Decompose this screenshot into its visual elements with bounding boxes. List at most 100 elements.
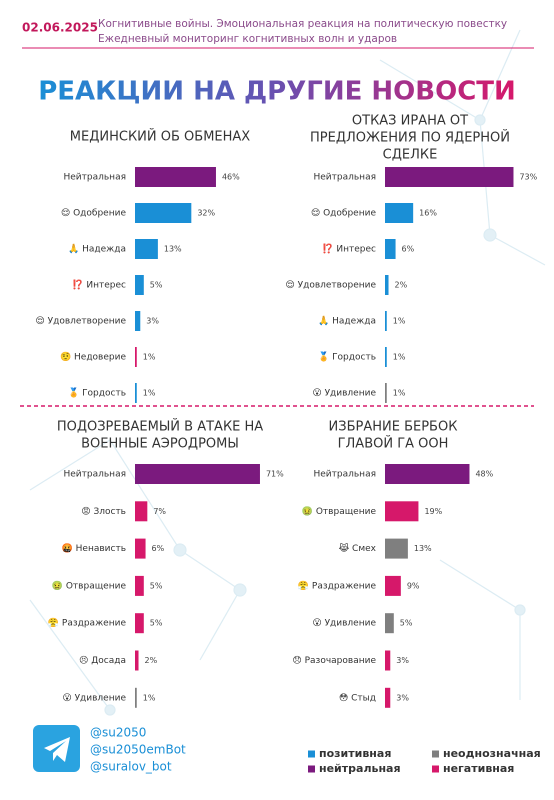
bar xyxy=(135,687,137,708)
legend-label: позитивная xyxy=(319,747,391,760)
telegram-icon xyxy=(33,725,80,772)
bar xyxy=(385,347,387,367)
bar xyxy=(385,650,391,671)
category-label: 😌 Удовлетворение xyxy=(35,316,126,327)
category-label: 😡 Злость xyxy=(81,506,126,517)
value-label: 46% xyxy=(222,173,240,182)
category-label: 🏅 Гордость xyxy=(318,351,376,363)
date: 02.06.2025 xyxy=(22,21,98,35)
legend-swatch xyxy=(308,765,315,773)
bar xyxy=(135,538,146,559)
legend-label: негативная xyxy=(443,762,514,775)
value-label: 5% xyxy=(150,619,163,628)
bar xyxy=(135,383,137,403)
category-label: 🙏 Надежда xyxy=(68,244,126,255)
value-label: 32% xyxy=(197,209,215,218)
bar xyxy=(135,311,141,331)
bar xyxy=(135,464,260,484)
category-label: 🤢 Отвращение xyxy=(52,580,127,591)
value-label: 7% xyxy=(153,507,166,516)
value-label: 13% xyxy=(164,245,182,254)
value-label: 6% xyxy=(152,544,165,553)
legend-label: неоднозначная xyxy=(443,747,541,760)
category-label: 🤢 Отвращение xyxy=(302,506,377,517)
category-label: ⁉️ Интерес xyxy=(322,243,376,255)
bar xyxy=(135,203,192,223)
chart-title: ПРЕДЛОЖЕНИЯ ПО ЯДЕРНОЙ xyxy=(310,130,510,146)
category-label: 😹 Смех xyxy=(339,542,377,554)
category-label: Нейтральная xyxy=(314,173,377,183)
bar xyxy=(135,167,216,187)
chart-title: ИЗБРАНИЕ БЕРБОК xyxy=(329,420,458,435)
value-label: 19% xyxy=(424,507,442,516)
value-label: 16% xyxy=(419,209,437,218)
category-label: 🙏 Надежда xyxy=(318,316,376,327)
telegram-plane xyxy=(44,737,70,762)
category-label: 😤 Раздражение xyxy=(298,580,377,591)
value-label: 2% xyxy=(395,281,408,290)
value-label: 1% xyxy=(143,353,156,362)
value-label: 73% xyxy=(519,173,537,182)
bar xyxy=(135,275,144,295)
category-label: 😣 Досада xyxy=(79,655,126,666)
category-label: 😮 Удивление xyxy=(62,692,126,703)
category-label: Нейтральная xyxy=(64,470,127,480)
bar xyxy=(385,575,401,596)
bar xyxy=(135,575,144,596)
value-label: 5% xyxy=(150,281,163,290)
category-label: 🤨 Недоверие xyxy=(60,352,127,363)
bar xyxy=(135,613,144,634)
bar xyxy=(385,538,408,559)
bar xyxy=(385,501,419,522)
category-label: 😌 Одобрение xyxy=(61,208,127,219)
value-label: 1% xyxy=(143,693,156,702)
legend-swatch xyxy=(308,750,315,758)
value-label: 2% xyxy=(145,656,158,665)
value-label: 1% xyxy=(143,389,156,398)
handle: @suralov_bot xyxy=(90,760,172,774)
value-label: 13% xyxy=(414,544,432,553)
value-label: 1% xyxy=(393,317,406,326)
legend-label: нейтральная xyxy=(319,762,401,775)
bar xyxy=(385,464,470,484)
legend-swatch xyxy=(432,750,439,758)
category-label: Нейтральная xyxy=(314,470,377,480)
value-label: 71% xyxy=(266,470,284,479)
category-label: 😌 Одобрение xyxy=(311,208,377,219)
bar xyxy=(385,311,387,331)
bar xyxy=(385,687,391,708)
value-label: 5% xyxy=(150,581,163,590)
category-label: 😤 Раздражение xyxy=(48,618,127,629)
bar xyxy=(135,501,148,522)
category-label: 😮 Удивление xyxy=(312,618,376,629)
bar xyxy=(135,239,158,259)
chart-title: СДЕЛКЕ xyxy=(383,148,438,163)
handle: @su2050emBot xyxy=(90,743,186,757)
chart-title: ГЛАВОЙ ГА ООН xyxy=(338,436,449,452)
header-line: Когнитивные войны. Эмоциональная реакция… xyxy=(98,18,507,30)
bar xyxy=(385,613,394,634)
category-label: 😮 Удивление xyxy=(312,388,376,399)
bar xyxy=(385,275,389,295)
chart-title: МЕДИНСКИЙ ОБ ОБМЕНАХ xyxy=(70,129,251,145)
category-label: Нейтральная xyxy=(64,173,127,183)
value-label: 6% xyxy=(402,245,415,254)
bar xyxy=(385,203,414,223)
value-label: 1% xyxy=(393,389,406,398)
chart-title: ПОДОЗРЕВАЕМЫЙ В АТАКЕ НА xyxy=(57,419,263,435)
header-line: Ежедневный мониторинг когнитивных волн и… xyxy=(98,33,397,45)
category-label: 😞 Разочарование xyxy=(292,655,376,666)
category-label: 😳 Стыд xyxy=(339,692,376,703)
chart-title: ВОЕННЫЕ АЭРОДРОМЫ xyxy=(81,437,239,452)
category-label: 🤬 Ненависть xyxy=(62,543,126,554)
bar xyxy=(135,650,139,671)
value-label: 3% xyxy=(396,656,409,665)
category-label: ⁉️ Интерес xyxy=(72,279,126,291)
chart-title: ОТКАЗ ИРАНА ОТ xyxy=(352,114,468,129)
value-label: 3% xyxy=(146,317,159,326)
headline: РЕАКЦИИ НА ДРУГИЕ НОВОСТИ xyxy=(38,77,516,107)
bar xyxy=(135,347,137,367)
category-label: 😌 Удовлетворение xyxy=(285,280,376,291)
value-label: 5% xyxy=(400,619,413,628)
